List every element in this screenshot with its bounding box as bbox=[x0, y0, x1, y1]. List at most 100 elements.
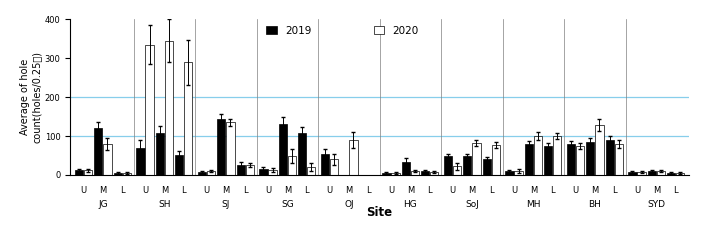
Bar bbox=[288, 156, 296, 175]
Text: L: L bbox=[489, 186, 494, 195]
Bar bbox=[614, 144, 623, 175]
Bar bbox=[330, 159, 338, 175]
Bar bbox=[463, 156, 472, 175]
Bar bbox=[246, 165, 254, 175]
Text: SJ: SJ bbox=[221, 200, 230, 209]
Bar bbox=[278, 124, 287, 175]
Text: M: M bbox=[653, 186, 660, 195]
Bar bbox=[136, 148, 145, 175]
Bar bbox=[430, 172, 439, 175]
Bar bbox=[411, 171, 419, 175]
Bar bbox=[146, 45, 154, 175]
Text: U: U bbox=[572, 186, 579, 195]
Text: L: L bbox=[243, 186, 247, 195]
Bar bbox=[421, 171, 430, 175]
Bar bbox=[605, 140, 614, 175]
Text: JG: JG bbox=[98, 200, 108, 209]
Bar bbox=[103, 144, 112, 175]
Text: M: M bbox=[530, 186, 537, 195]
Bar bbox=[175, 155, 183, 175]
Bar bbox=[647, 171, 656, 175]
Bar bbox=[453, 166, 461, 175]
Bar bbox=[524, 144, 533, 175]
Bar bbox=[491, 145, 500, 175]
Bar bbox=[84, 170, 92, 175]
Text: M: M bbox=[284, 186, 291, 195]
Text: MH: MH bbox=[526, 200, 541, 209]
Text: HG: HG bbox=[404, 200, 418, 209]
Text: U: U bbox=[388, 186, 394, 195]
Text: M: M bbox=[591, 186, 598, 195]
Bar bbox=[576, 146, 584, 175]
Bar bbox=[198, 172, 206, 175]
Text: U: U bbox=[511, 186, 517, 195]
Text: L: L bbox=[120, 186, 124, 195]
Bar bbox=[667, 173, 676, 175]
Bar bbox=[114, 173, 122, 175]
Bar bbox=[392, 173, 399, 175]
Text: SH: SH bbox=[158, 200, 171, 209]
Bar bbox=[638, 172, 645, 175]
Bar bbox=[676, 173, 685, 175]
Bar bbox=[483, 159, 491, 175]
Bar bbox=[472, 143, 481, 175]
Bar bbox=[628, 172, 636, 175]
Bar bbox=[515, 171, 522, 175]
Bar bbox=[298, 133, 307, 175]
Text: OJ: OJ bbox=[344, 200, 354, 209]
Bar bbox=[94, 128, 103, 175]
Bar bbox=[184, 62, 193, 175]
Text: L: L bbox=[550, 186, 555, 195]
Bar bbox=[123, 173, 131, 175]
Bar bbox=[307, 167, 316, 175]
Bar bbox=[237, 165, 245, 175]
Text: U: U bbox=[80, 186, 86, 195]
Text: SYD: SYD bbox=[647, 200, 665, 209]
Text: M: M bbox=[345, 186, 352, 195]
Y-axis label: Average of hole
count(holes/0.25㎡): Average of hole count(holes/0.25㎡) bbox=[20, 51, 42, 143]
Text: M: M bbox=[407, 186, 414, 195]
Bar bbox=[444, 156, 452, 175]
Text: BH: BH bbox=[588, 200, 601, 209]
Text: L: L bbox=[427, 186, 432, 195]
Bar bbox=[226, 122, 235, 175]
Bar bbox=[156, 133, 164, 175]
Text: L: L bbox=[304, 186, 309, 195]
Bar bbox=[567, 144, 575, 175]
X-axis label: Site: Site bbox=[366, 206, 393, 218]
Bar bbox=[595, 125, 603, 175]
Text: L: L bbox=[366, 186, 370, 195]
Bar bbox=[534, 136, 542, 175]
Bar bbox=[207, 171, 215, 175]
Text: U: U bbox=[634, 186, 640, 195]
Bar bbox=[349, 140, 358, 175]
Bar bbox=[75, 170, 83, 175]
Text: U: U bbox=[203, 186, 209, 195]
Bar bbox=[259, 169, 268, 175]
Bar bbox=[165, 41, 173, 175]
Bar bbox=[321, 154, 329, 175]
Text: U: U bbox=[326, 186, 333, 195]
Legend: 2019, 2020: 2019, 2020 bbox=[262, 22, 423, 40]
Bar bbox=[401, 162, 410, 175]
Text: L: L bbox=[673, 186, 678, 195]
Text: U: U bbox=[265, 186, 271, 195]
Text: U: U bbox=[142, 186, 148, 195]
Bar bbox=[544, 146, 553, 175]
Bar bbox=[657, 171, 665, 175]
Text: SG: SG bbox=[281, 200, 294, 209]
Text: L: L bbox=[181, 186, 186, 195]
Text: M: M bbox=[99, 186, 106, 195]
Text: SoJ: SoJ bbox=[465, 200, 479, 209]
Bar bbox=[269, 170, 276, 175]
Bar bbox=[217, 119, 226, 175]
Bar bbox=[505, 171, 513, 175]
Text: U: U bbox=[449, 186, 456, 195]
Text: M: M bbox=[468, 186, 475, 195]
Bar bbox=[586, 142, 595, 175]
Text: M: M bbox=[161, 186, 168, 195]
Bar bbox=[553, 136, 562, 175]
Text: L: L bbox=[612, 186, 617, 195]
Bar bbox=[382, 173, 391, 175]
Text: M: M bbox=[222, 186, 229, 195]
